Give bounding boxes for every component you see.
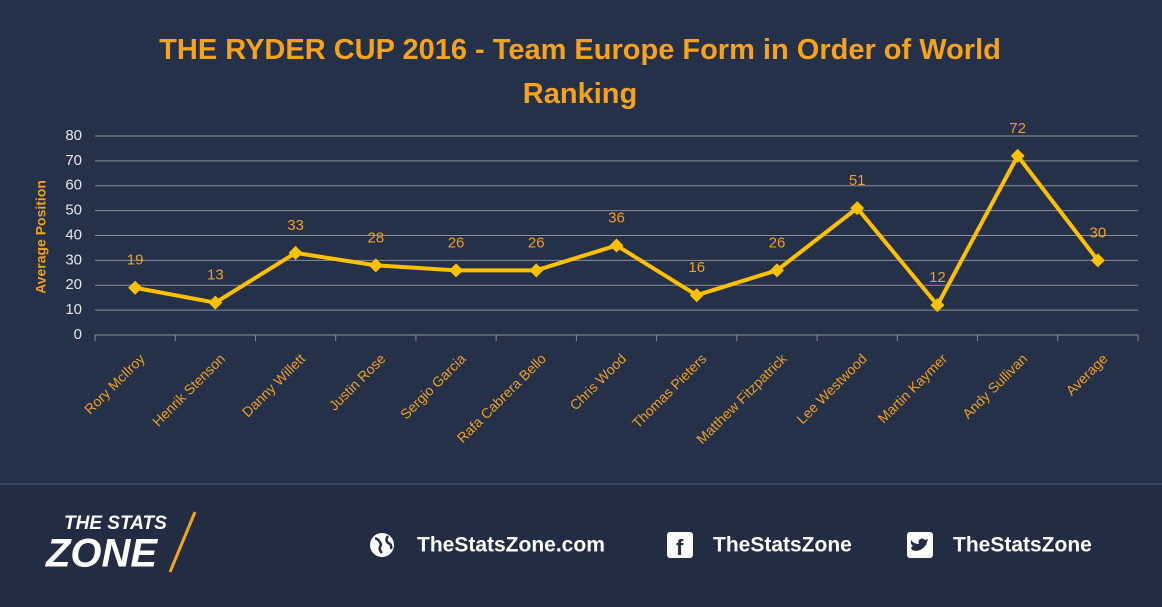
- x-tick-label: Martin Kaymer: [874, 350, 950, 426]
- line: [134, 153, 1100, 308]
- logo-slash: [168, 511, 197, 573]
- data-label: 36: [608, 209, 625, 226]
- y-tick-label: 60: [65, 177, 82, 194]
- marker: [1010, 148, 1025, 163]
- y-tick-label: 80: [65, 127, 82, 144]
- marker: [208, 295, 223, 310]
- x-tick-label: Danny Willett: [239, 350, 309, 420]
- marker: [769, 263, 784, 278]
- x-tick-label: Justin Rose: [326, 350, 389, 413]
- y-tick-label: 40: [65, 226, 82, 243]
- data-label: 51: [849, 172, 866, 189]
- y-tick-label: 10: [65, 301, 82, 318]
- twitter-link[interactable]: TheStatsZone: [953, 534, 1092, 557]
- marker: [609, 238, 624, 253]
- x-tick-label: Andy Sullivan: [959, 350, 1030, 421]
- globe-detail: [374, 535, 393, 554]
- data-label: 16: [688, 259, 705, 276]
- x-tick-label: Matthew Fitzpatrick: [693, 350, 790, 447]
- y-tick-label: 70: [65, 152, 82, 169]
- facebook-link[interactable]: TheStatsZone: [713, 534, 852, 557]
- x-tick-label: Chris Wood: [566, 350, 629, 413]
- y-axis-label: Average Position: [33, 180, 49, 294]
- data-label: 28: [367, 229, 384, 246]
- x-tick-label: Rafa Cabrera Bello: [454, 350, 550, 446]
- footer: THE STATS ZONE TheStatsZone.com f TheSta…: [45, 511, 1092, 576]
- data-label: 30: [1090, 224, 1107, 241]
- data-label: 12: [929, 269, 946, 286]
- marker: [689, 288, 704, 303]
- y-tick-label: 20: [65, 276, 82, 293]
- data-label: 26: [769, 234, 786, 251]
- data-label: 33: [287, 217, 304, 234]
- marker: [930, 298, 945, 313]
- x-tick-label: Lee Westwood: [793, 350, 870, 427]
- x-tick-label: Henrik Stenson: [149, 350, 228, 429]
- data-label: 72: [1009, 120, 1026, 137]
- logo-bottom: ZONE: [45, 532, 158, 576]
- data-label: 26: [448, 234, 465, 251]
- x-tick-label: Thomas Pieters: [629, 350, 710, 431]
- y-tick-label: 30: [65, 251, 82, 268]
- marker: [288, 245, 303, 260]
- chart-area: [0, 483, 1162, 485]
- x-tick-label: Sergio Garcia: [397, 350, 469, 422]
- website-link[interactable]: TheStatsZone.com: [417, 534, 605, 557]
- marker: [449, 263, 464, 278]
- data-label: 26: [528, 234, 545, 251]
- facebook-f: f: [676, 535, 684, 560]
- logo-top: THE STATS: [64, 513, 167, 534]
- facebook-icon: [667, 532, 693, 558]
- y-tick-label: 0: [74, 326, 82, 343]
- data-label: 13: [207, 267, 224, 284]
- marker: [529, 263, 544, 278]
- marker: [368, 258, 383, 273]
- marker: [1090, 253, 1105, 268]
- chart-title: THE RYDER CUP 2016 - Team Europe Form in…: [159, 34, 1001, 110]
- marker: [128, 280, 143, 295]
- twitter-bird: [910, 538, 928, 551]
- marker: [850, 201, 865, 216]
- x-tick-label: Rory McIlroy: [81, 350, 148, 417]
- y-tick-label: 50: [65, 202, 82, 219]
- x-tick-label: Average: [1063, 350, 1111, 398]
- data-label: 19: [127, 252, 144, 269]
